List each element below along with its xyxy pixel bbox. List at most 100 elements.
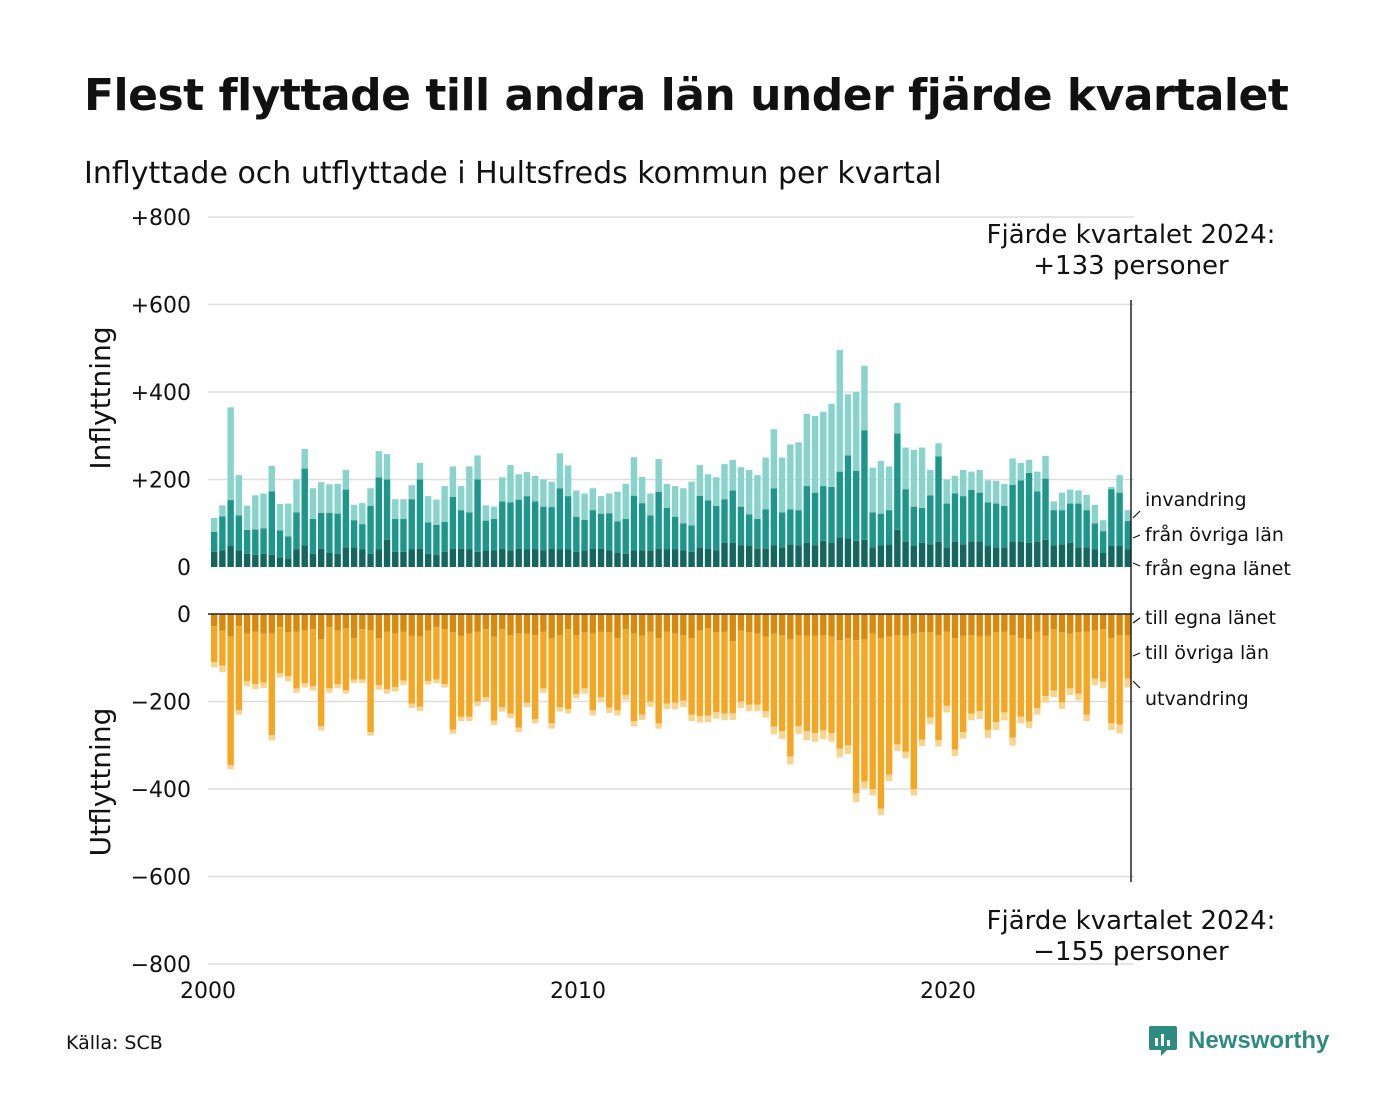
bar-out-1-84 (902, 635, 909, 752)
bar-in-1-9 (285, 536, 292, 559)
bar-in-0-72 (803, 542, 811, 567)
bar-out-2-50 (622, 694, 629, 701)
bar-in-2-90 (951, 476, 959, 494)
bar-in-2-61 (713, 477, 720, 506)
bar-out-1-109 (1108, 638, 1115, 724)
bar-out-1-4 (243, 633, 251, 681)
bar-in-0-0 (210, 551, 218, 567)
bar-in-2-26 (424, 496, 432, 523)
bar-in-0-103 (1058, 544, 1066, 567)
bar-out-1-22 (392, 633, 399, 688)
bar-out-0-17 (350, 614, 358, 639)
ytick-top-3: +600 (131, 294, 191, 319)
bar-in-1-59 (696, 495, 704, 548)
bar-in-0-6 (260, 553, 267, 568)
bar-in-1-4 (243, 529, 251, 554)
bar-out-1-90 (951, 638, 959, 750)
bar-in-1-66 (754, 518, 761, 549)
bar-out-2-72 (803, 731, 811, 740)
bar-out-2-40 (540, 688, 547, 693)
bar-in-1-11 (301, 468, 308, 546)
bar-out-2-38 (523, 702, 531, 708)
bar-out-1-85 (910, 633, 918, 789)
bar-out-2-98 (1017, 716, 1025, 724)
bar-in-0-91 (959, 544, 967, 567)
bar-out-0-97 (1009, 614, 1016, 635)
bar-out-0-28 (441, 614, 448, 630)
bar-in-2-23 (400, 499, 407, 519)
bar-in-1-3 (235, 515, 243, 551)
ytick-bottom-0: 0 (177, 603, 191, 628)
bar-out-0-98 (1017, 614, 1025, 639)
bar-in-0-69 (778, 547, 786, 567)
legend-label-invandring: invandring (1145, 489, 1247, 511)
bar-in-0-55 (663, 549, 671, 567)
bar-out-2-69 (778, 731, 786, 740)
bar-in-1-18 (359, 524, 366, 550)
bar-out-2-54 (655, 723, 662, 729)
bar-out-2-31 (466, 716, 473, 722)
bar-out-2-75 (828, 733, 835, 742)
bar-in-2-59 (696, 465, 704, 496)
bar-out-0-1 (219, 614, 226, 631)
bar-out-1-5 (252, 631, 259, 684)
bar-in-0-104 (1067, 542, 1074, 567)
bar-in-0-70 (787, 544, 794, 567)
bar-in-0-84 (902, 541, 909, 568)
bar-in-1-45 (581, 519, 588, 551)
bar-in-0-67 (762, 548, 769, 568)
bar-in-0-80 (869, 547, 876, 567)
bar-out-1-101 (1042, 635, 1049, 697)
bar-in-1-91 (959, 496, 967, 545)
bar-out-1-86 (918, 632, 926, 740)
bar-out-2-79 (861, 781, 868, 789)
bar-out-1-83 (894, 635, 901, 745)
bar-in-1-0 (210, 532, 218, 552)
bar-out-2-73 (811, 733, 819, 742)
bar-in-0-95 (992, 547, 1000, 567)
bar-out-1-65 (745, 632, 753, 705)
bar-out-0-92 (968, 614, 975, 635)
bar-in-2-66 (754, 475, 761, 519)
bar-in-0-62 (721, 542, 728, 567)
bar-in-1-38 (523, 496, 531, 550)
bar-in-0-94 (984, 546, 992, 567)
bar-out-0-67 (762, 614, 769, 637)
bar-in-2-35 (499, 477, 506, 502)
bar-in-2-40 (540, 479, 547, 507)
bar-out-2-42 (556, 707, 564, 712)
bar-in-0-21 (383, 539, 391, 568)
bar-out-2-0 (210, 662, 218, 668)
bar-out-2-9 (285, 676, 292, 682)
bar-out-2-46 (589, 710, 597, 716)
bar-in-2-21 (383, 454, 391, 480)
bar-out-0-59 (696, 614, 704, 631)
bar-in-0-61 (713, 550, 720, 568)
annotation-top-line2: +133 personer (1033, 251, 1229, 281)
bar-out-2-28 (441, 684, 448, 688)
bar-out-0-34 (490, 614, 498, 637)
bar-in-1-33 (482, 520, 490, 551)
bar-out-2-107 (1091, 678, 1099, 686)
bar-in-0-41 (548, 548, 555, 568)
bar-out-0-110 (1116, 614, 1123, 635)
ytick-top-4: +800 (131, 206, 191, 231)
bar-out-0-70 (787, 614, 794, 640)
bar-in-1-85 (910, 506, 918, 547)
bar-out-0-73 (811, 614, 819, 636)
bar-in-1-74 (820, 486, 827, 541)
bar-in-0-71 (795, 545, 802, 568)
bar-out-0-14 (326, 614, 333, 628)
bar-out-0-5 (252, 614, 259, 632)
legend-label-utvandring: utvandring (1145, 688, 1249, 710)
bar-out-0-31 (466, 614, 473, 634)
bar-out-2-89 (943, 705, 950, 713)
bar-in-1-5 (252, 529, 259, 555)
bar-out-2-10 (293, 688, 300, 693)
bar-in-1-21 (383, 479, 391, 540)
bar-out-0-66 (754, 614, 761, 634)
bar-out-2-6 (260, 682, 267, 688)
bar-in-0-107 (1091, 549, 1099, 567)
bar-in-2-46 (589, 488, 597, 511)
bar-in-1-15 (334, 513, 341, 554)
